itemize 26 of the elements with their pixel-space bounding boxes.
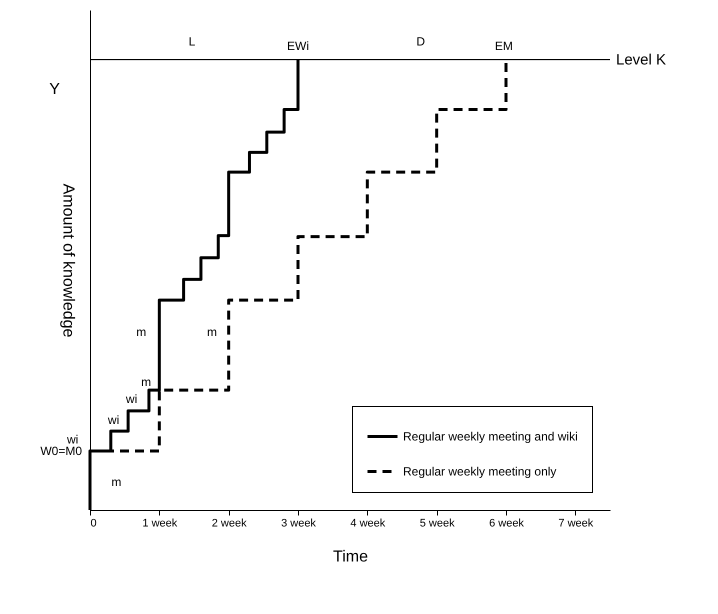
- x-tick-label: 3 week: [281, 518, 316, 530]
- annotation: wi: [106, 412, 120, 427]
- text: D: [416, 34, 426, 49]
- text: Y: [49, 80, 60, 98]
- text: wi: [66, 432, 78, 446]
- x-tick-label: 7 week: [558, 518, 594, 530]
- legend-label: Regular weekly meeting only: [403, 464, 556, 478]
- text: EM: [494, 39, 513, 54]
- y-axis-title: Amount of knowledge: [60, 184, 76, 338]
- text: L: [188, 34, 196, 49]
- legend-label: Regular weekly meeting and wiki: [403, 430, 578, 444]
- x-tick-label: 6 week: [489, 518, 524, 530]
- annotation: wi: [124, 392, 138, 406]
- annotation: W0=M0: [40, 444, 82, 458]
- x-tick-label: 1 week: [142, 518, 178, 530]
- x-axis-title: Time: [333, 548, 368, 566]
- annotation: m: [111, 475, 122, 490]
- x-tick-label: 0: [90, 518, 97, 530]
- annotation: m: [136, 325, 146, 340]
- text: EWi: [287, 39, 309, 54]
- ref-line-label: Level K: [616, 52, 666, 69]
- x-tick-label: 5 week: [420, 518, 456, 530]
- x-tick-label: 4 week: [350, 518, 386, 530]
- x-tick-label: 2 week: [212, 518, 248, 530]
- annotation: m: [141, 375, 152, 390]
- annotation: m: [207, 325, 218, 340]
